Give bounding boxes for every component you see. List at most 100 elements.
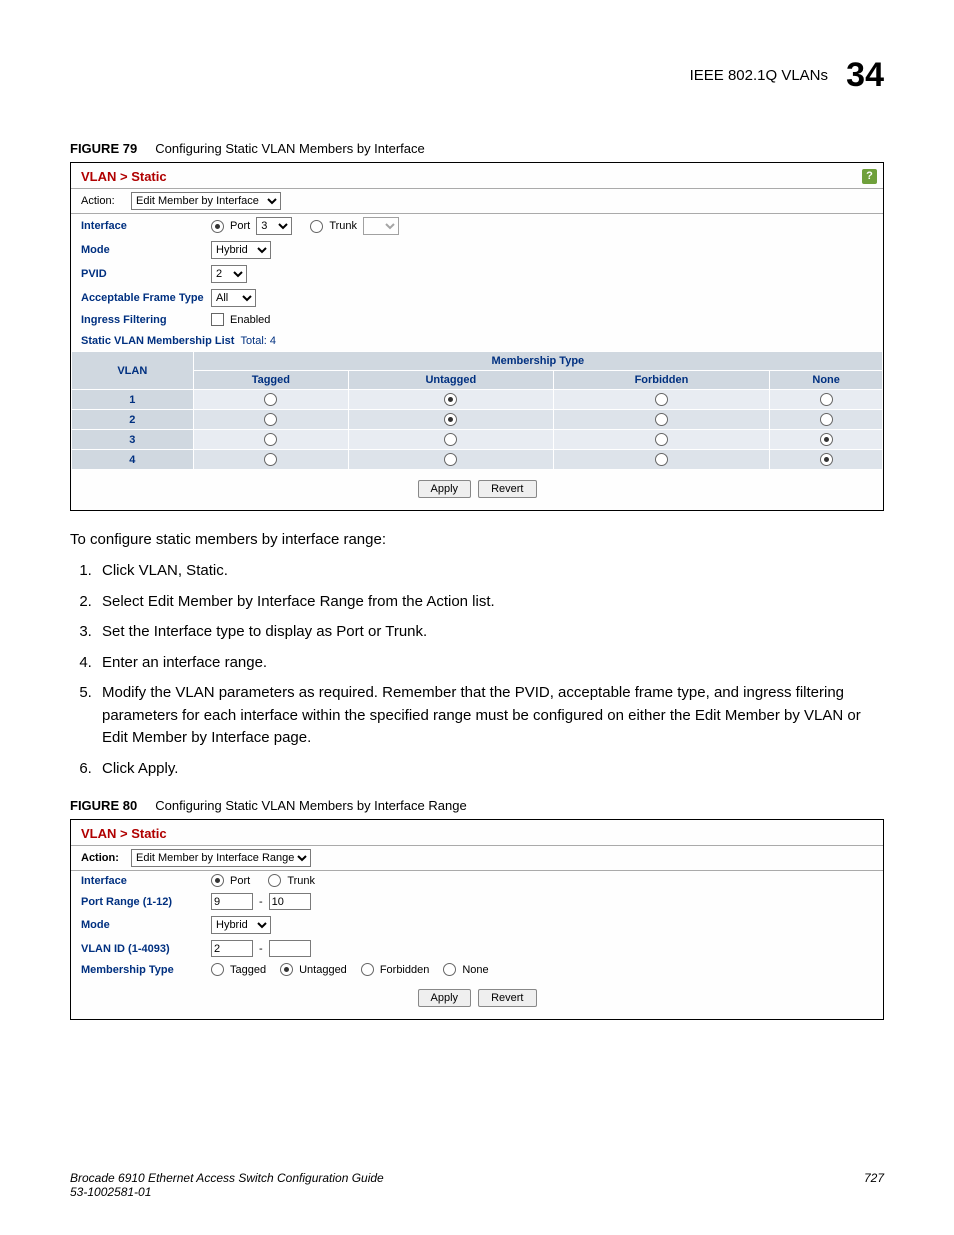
membership-radio[interactable] [820,393,833,406]
apply-button[interactable]: Apply [418,480,472,498]
port80-label: Port [230,875,250,887]
footer-left1: Brocade 6910 Ethernet Access Switch Conf… [70,1171,384,1185]
trunk-radio[interactable] [310,220,323,233]
membership-cell[interactable] [553,410,770,430]
step-item: Click VLAN, Static. [96,560,884,583]
memtype-option-label: Forbidden [380,964,430,976]
port-select[interactable]: 3 [256,217,292,235]
mode80-label: Mode [81,919,211,931]
trunk-label: Trunk [329,220,357,232]
memtype-label: Membership Type [81,964,211,976]
membership-col-header: Tagged [193,371,348,390]
trunk80-label: Trunk [287,875,315,887]
membership-cell[interactable] [770,430,883,450]
help-icon[interactable]: ? [862,169,877,184]
membership-radio[interactable] [444,393,457,406]
action-select[interactable]: Edit Member by Interface [131,192,281,210]
membership-cell[interactable] [770,390,883,410]
apply80-button[interactable]: Apply [418,989,472,1007]
vlanid-label: VLAN ID (1-4093) [81,943,211,955]
steps-list: Click VLAN, Static. Select Edit Member by… [70,560,884,780]
ingress-checkbox[interactable] [211,313,224,326]
step-item: Modify the VLAN parameters as required. … [96,682,884,750]
membership-cell[interactable] [349,450,554,470]
ingress-text: Enabled [230,314,270,326]
membership-cell[interactable] [193,390,348,410]
memtype-radio[interactable] [211,963,224,976]
membership-cell[interactable] [193,450,348,470]
membership-radio[interactable] [655,413,668,426]
membership-radio[interactable] [264,393,277,406]
panel79-title: VLAN > Static [81,169,167,184]
membership-radio[interactable] [820,433,833,446]
membership-cell[interactable] [770,450,883,470]
pvid-label: PVID [81,268,211,280]
step-item: Set the Interface type to display as Por… [96,621,884,644]
memtype-option-label: None [462,964,488,976]
membership-radio[interactable] [264,433,277,446]
vlan-cell: 4 [72,450,194,470]
interface-label: Interface [81,220,211,232]
membership-cell[interactable] [349,390,554,410]
membership-cell[interactable] [770,410,883,430]
membership-radio[interactable] [264,413,277,426]
action-label: Action: [81,195,131,207]
trunk80-radio[interactable] [268,874,281,887]
footer-left2: 53-1002581-01 [70,1185,384,1199]
figure80-label: FIGURE 80 [70,798,137,813]
totals-label: Static VLAN Membership List [81,335,234,347]
memtype-radio[interactable] [280,963,293,976]
action80-select[interactable]: Edit Member by Interface Range [131,849,311,867]
membership-header: Membership Type [193,352,882,371]
vlanid-from[interactable] [211,940,253,957]
figure80-panel: VLAN > Static Action: Edit Member by Int… [70,819,884,1020]
aft-select[interactable]: All [211,289,256,307]
membership-radio[interactable] [655,433,668,446]
revert-button[interactable]: Revert [478,480,536,498]
port-label: Port [230,220,250,232]
memtype-radio[interactable] [443,963,456,976]
membership-cell[interactable] [349,410,554,430]
portrange-from[interactable] [211,893,253,910]
membership-col-header: None [770,371,883,390]
membership-radio[interactable] [444,453,457,466]
membership-col-header: Forbidden [553,371,770,390]
membership-cell[interactable] [553,450,770,470]
membership-table: VLAN Membership Type TaggedUntaggedForbi… [71,351,883,470]
figure80-caption: FIGURE 80 Configuring Static VLAN Member… [70,798,884,813]
membership-radio[interactable] [820,413,833,426]
pvid-select[interactable]: 2 [211,265,247,283]
step-item: Click Apply. [96,758,884,781]
step-item: Select Edit Member by Interface Range fr… [96,591,884,614]
revert80-button[interactable]: Revert [478,989,536,1007]
interface80-label: Interface [81,875,211,887]
vlanid-to[interactable] [269,940,311,957]
membership-radio[interactable] [264,453,277,466]
portrange-to[interactable] [269,893,311,910]
membership-radio[interactable] [655,453,668,466]
membership-radio[interactable] [444,413,457,426]
membership-radio[interactable] [655,393,668,406]
memtype-radio[interactable] [361,963,374,976]
membership-radio[interactable] [820,453,833,466]
portrange-label: Port Range (1-12) [81,896,211,908]
membership-cell[interactable] [349,430,554,450]
membership-cell[interactable] [553,390,770,410]
figure79-caption: FIGURE 79 Configuring Static VLAN Member… [70,141,884,156]
port-radio[interactable] [211,220,224,233]
totals-total: 4 [270,335,276,347]
page-footer: Brocade 6910 Ethernet Access Switch Conf… [70,1171,884,1199]
memtype-option-label: Tagged [230,964,266,976]
panel80-title: VLAN > Static [81,826,167,841]
mode-label: Mode [81,244,211,256]
membership-cell[interactable] [193,430,348,450]
membership-cell[interactable] [553,430,770,450]
trunk-select[interactable] [363,217,399,235]
membership-radio[interactable] [444,433,457,446]
running-head-title: IEEE 802.1Q VLANs [690,67,828,84]
mode-select[interactable]: Hybrid [211,241,271,259]
port80-radio[interactable] [211,874,224,887]
membership-cell[interactable] [193,410,348,430]
chapter-number: 34 [846,56,884,94]
mode80-select[interactable]: Hybrid [211,916,271,934]
